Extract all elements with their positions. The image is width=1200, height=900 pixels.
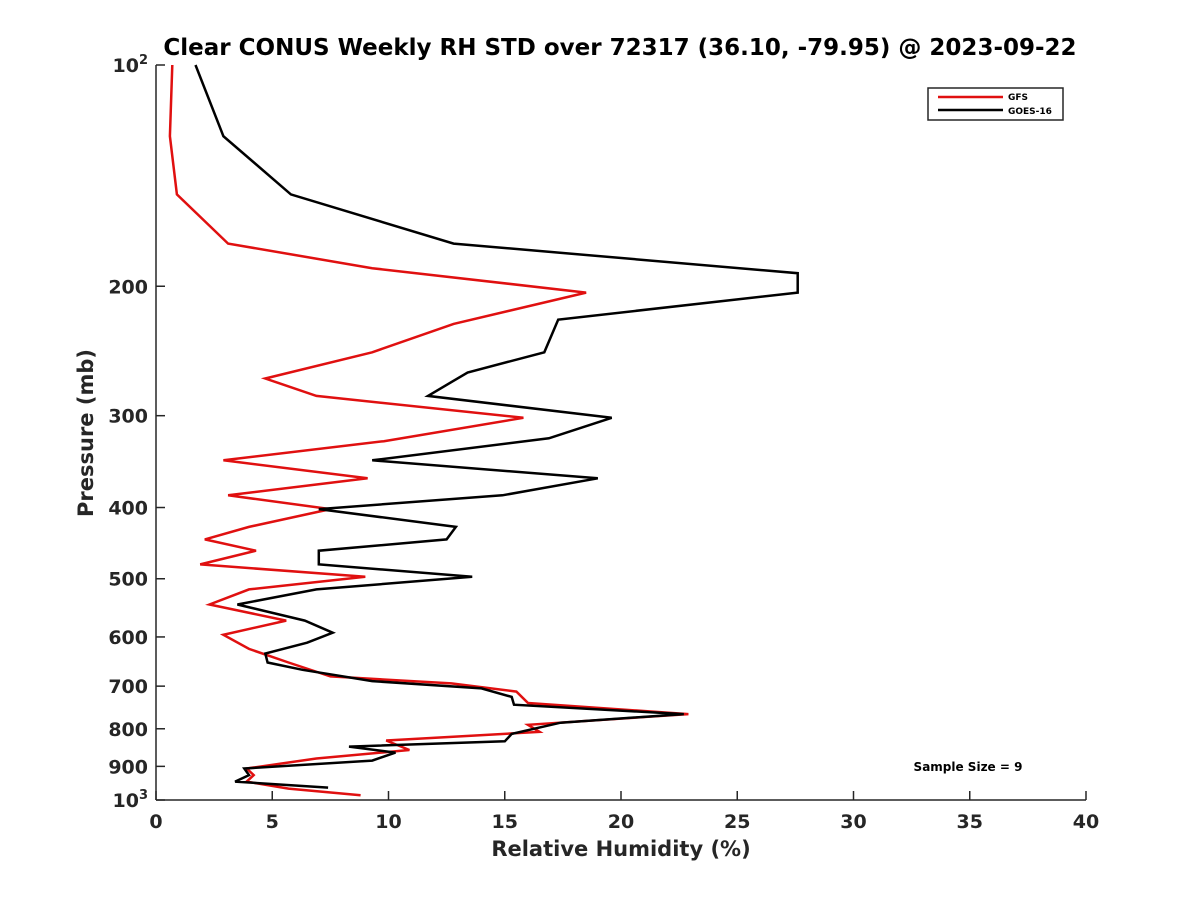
plot-area	[155, 65, 1086, 801]
series-line-goes-16	[194, 64, 799, 789]
x-tick-label: 10	[375, 811, 401, 833]
chart-title: Clear CONUS Weekly RH STD over 72317 (36…	[163, 35, 1076, 61]
legend: GFS GOES-16	[927, 87, 1064, 121]
y-tick-label: 700	[108, 676, 148, 698]
x-tick-label: 35	[957, 811, 983, 833]
y-tick-label: 300	[108, 406, 148, 428]
x-tick-label: 0	[149, 811, 162, 833]
legend-gfs-label: GFS	[1008, 93, 1028, 103]
sample-size-annotation: Sample Size = 9	[914, 760, 1023, 774]
x-tick-label: 20	[608, 811, 634, 833]
series-layer	[168, 64, 799, 797]
y-tick-label: 103	[113, 788, 149, 812]
x-axis-label: Relative Humidity (%)	[491, 837, 750, 861]
legend-goes-label: GOES-16	[1008, 107, 1052, 117]
x-tick-label: 5	[266, 811, 279, 833]
y-tick-label: 500	[108, 569, 148, 591]
y-tick-label: 102	[113, 53, 149, 77]
y-tick-label: 600	[108, 627, 148, 649]
y-ticks: 102 200 300 400 500 600 700 800 900 103	[108, 53, 165, 812]
series-line-gfs	[168, 64, 689, 797]
y-tick-label: 800	[108, 719, 148, 741]
legend-box	[927, 87, 1064, 121]
y-tick-label: 200	[108, 276, 148, 298]
x-tick-label: 25	[724, 811, 750, 833]
y-axis-label: Pressure (mb)	[74, 349, 98, 517]
x-tick-label: 40	[1073, 811, 1099, 833]
y-tick-label: 400	[108, 498, 148, 520]
x-tick-label: 30	[840, 811, 866, 833]
y-tick-label: 900	[108, 756, 148, 778]
x-tick-label: 15	[492, 811, 518, 833]
x-ticks: 0 5 10 15 20 25 30 35 40	[149, 791, 1099, 833]
